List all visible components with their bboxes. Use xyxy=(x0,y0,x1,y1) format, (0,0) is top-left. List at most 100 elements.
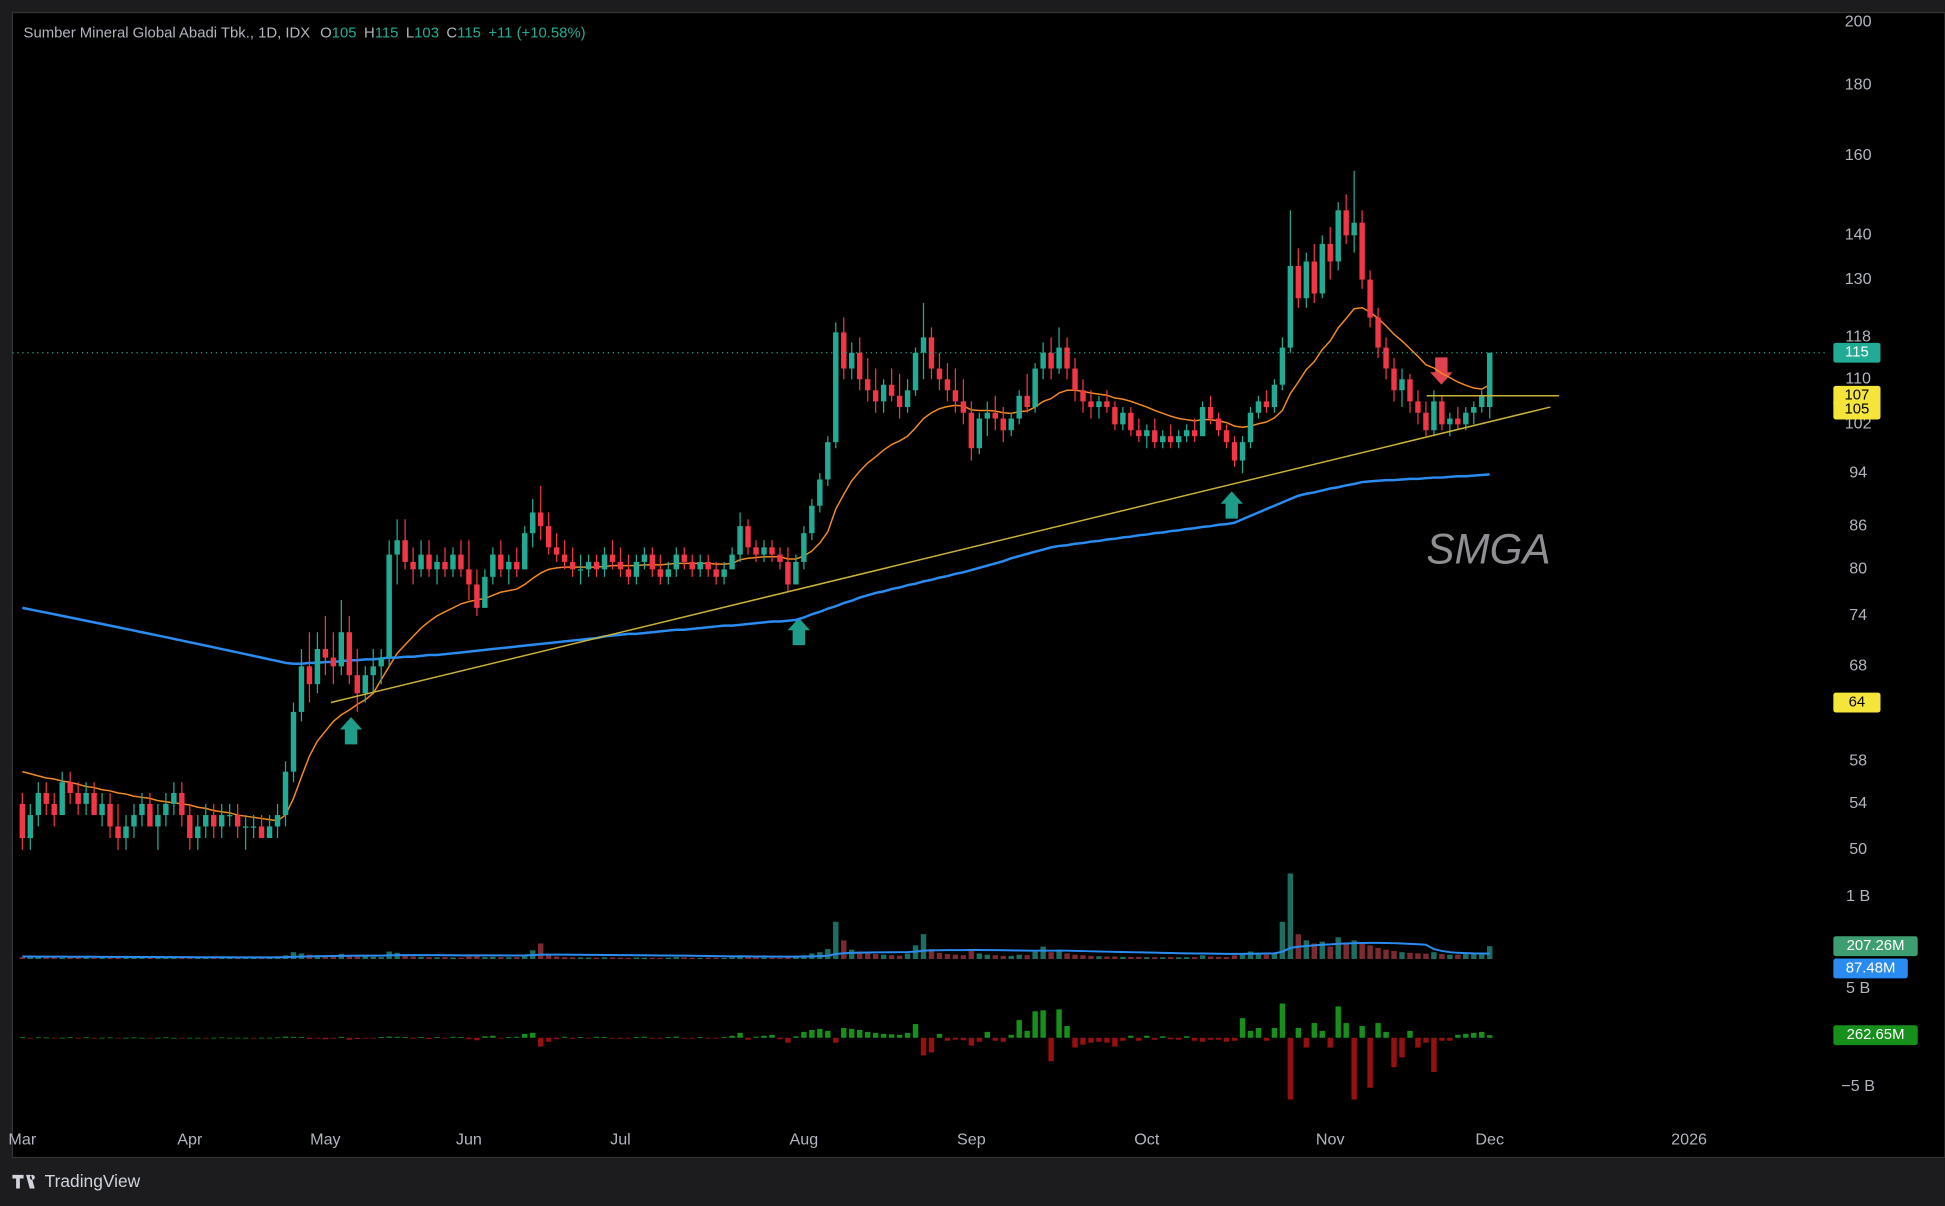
flow-bar xyxy=(569,1037,576,1039)
flow-bar xyxy=(1183,1036,1190,1038)
candle-body xyxy=(817,479,823,506)
candle-body xyxy=(1152,430,1158,443)
candle-body xyxy=(35,792,41,816)
candle-body xyxy=(984,412,991,419)
flow-bar xyxy=(1207,1037,1214,1040)
volume-bar xyxy=(514,957,520,960)
candle-body xyxy=(458,554,464,570)
flow-bar xyxy=(689,1037,695,1039)
volume-bar xyxy=(833,921,839,960)
flow-bar xyxy=(163,1037,169,1039)
volume-bar xyxy=(490,956,496,960)
volume-bar xyxy=(936,952,943,960)
flow-bar xyxy=(258,1037,265,1039)
candle-body xyxy=(1319,243,1325,294)
volume-bar xyxy=(1000,955,1006,960)
volume-bar xyxy=(1463,954,1469,960)
trendline xyxy=(330,406,1551,704)
candle-body xyxy=(1008,418,1014,431)
flow-bar xyxy=(402,1037,408,1038)
volume-bar xyxy=(944,954,951,960)
flow-bar xyxy=(1311,1023,1317,1038)
candle-body xyxy=(801,533,807,562)
candle-body xyxy=(386,554,392,658)
flow-bar xyxy=(115,1037,121,1039)
watermark: SMGA xyxy=(1426,525,1550,572)
candle-body xyxy=(362,675,368,694)
flow-bar xyxy=(43,1037,49,1039)
flow-bar xyxy=(609,1037,616,1039)
flow-bar xyxy=(1175,1037,1182,1040)
volume-bar xyxy=(1367,945,1373,960)
candle-body xyxy=(282,771,289,816)
flow-bar xyxy=(1096,1037,1102,1042)
flow-bar xyxy=(1112,1037,1118,1047)
candle-body xyxy=(1024,395,1030,408)
candle-body xyxy=(880,384,887,402)
candle-body xyxy=(777,554,783,562)
flow-bar xyxy=(506,1037,512,1038)
volume-bar xyxy=(577,957,584,960)
flow-bar xyxy=(697,1037,703,1038)
flow-bar xyxy=(785,1037,791,1043)
candle-body xyxy=(1247,412,1254,443)
ohlc-value: 105 xyxy=(332,26,357,42)
candle-body xyxy=(1359,222,1365,280)
candle-body xyxy=(1032,368,1038,408)
candle-body xyxy=(561,554,568,562)
candle-body xyxy=(1263,401,1270,408)
volume-bar xyxy=(402,955,408,960)
flow-bar xyxy=(1072,1037,1078,1048)
volume-bar xyxy=(585,957,592,960)
volume-bar xyxy=(434,957,440,960)
candle-body xyxy=(203,815,209,827)
flow-bar xyxy=(1391,1037,1397,1068)
candle-body xyxy=(266,826,273,839)
flow-bar xyxy=(1303,1037,1310,1048)
volume-bar xyxy=(1168,957,1174,960)
flow-bar xyxy=(171,1037,177,1039)
candle-body xyxy=(577,569,584,571)
flow-bar xyxy=(1080,1037,1086,1045)
volume-bar xyxy=(258,957,265,960)
volume-bar xyxy=(553,956,560,960)
candle-body xyxy=(67,782,73,793)
flow-bar xyxy=(19,1037,26,1039)
brand: TradingView xyxy=(45,1171,141,1191)
candle-body xyxy=(793,561,799,585)
x-tick-label: Dec xyxy=(1475,1130,1504,1148)
arrow-down xyxy=(1430,357,1453,385)
flow-bar xyxy=(992,1037,998,1041)
candle-body xyxy=(665,569,672,577)
flow-bar xyxy=(1215,1037,1222,1040)
volume-bar xyxy=(793,957,799,960)
flow-bar xyxy=(944,1037,951,1041)
flow-bar xyxy=(179,1037,185,1039)
volume-bar xyxy=(864,952,871,960)
volume-bar xyxy=(1160,957,1166,960)
flow-bar xyxy=(322,1037,329,1040)
flow-bar xyxy=(298,1037,305,1038)
flow-bar xyxy=(1487,1035,1493,1038)
candle-body xyxy=(147,803,153,827)
volume-bar xyxy=(1271,952,1278,960)
volume-bar xyxy=(769,957,775,960)
flow-bar xyxy=(1136,1037,1142,1041)
volume-bar xyxy=(1359,943,1365,960)
candle-body xyxy=(250,826,257,828)
volume-bar xyxy=(785,956,791,960)
volume-bar xyxy=(362,956,368,960)
candle-body xyxy=(888,384,895,396)
volume-bar xyxy=(290,952,297,960)
volume-bar xyxy=(498,957,504,960)
flow-bar xyxy=(1128,1035,1134,1038)
candle-body xyxy=(1351,222,1357,236)
candle-body xyxy=(1160,436,1166,443)
candle-body xyxy=(378,657,384,667)
flow-bar xyxy=(1239,1018,1246,1038)
flow-bar xyxy=(705,1037,711,1039)
flow-bar xyxy=(625,1037,632,1039)
flow-bar xyxy=(593,1036,600,1038)
volume-bar xyxy=(1072,954,1078,960)
flow-bar xyxy=(841,1027,847,1038)
